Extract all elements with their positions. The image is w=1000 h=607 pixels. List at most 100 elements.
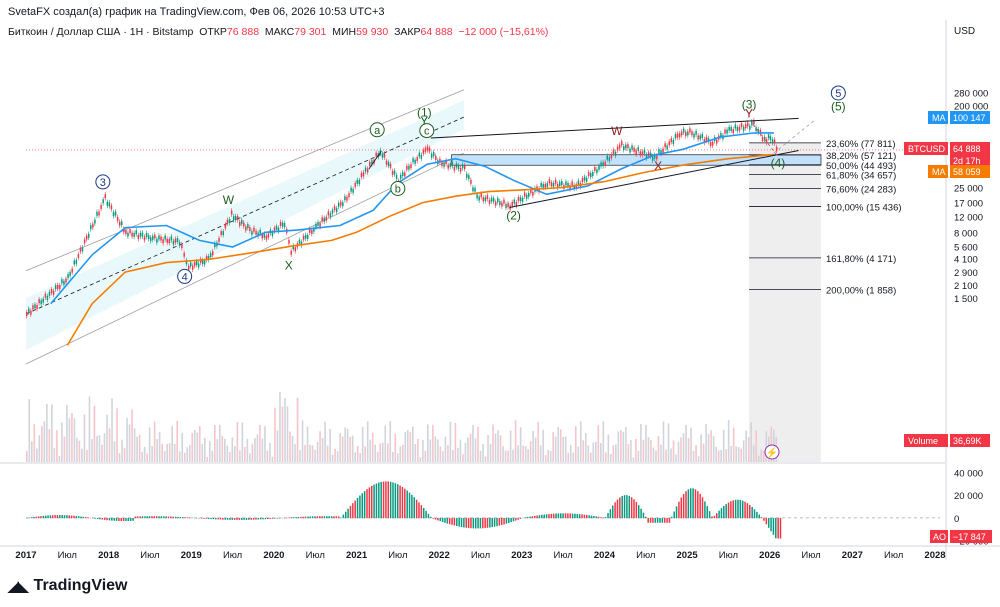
candle-body (769, 136, 772, 141)
candle-body (428, 147, 431, 152)
volume-bar (582, 440, 585, 462)
candle-body (432, 152, 435, 157)
ao-bar (314, 516, 316, 519)
volume-badge-value: 36,69K (953, 436, 982, 446)
volume-bar (86, 449, 88, 462)
volume-bar (381, 442, 384, 462)
ao-bar (430, 516, 432, 519)
channel-mid-dashed-line (25, 116, 465, 315)
ao-bar (640, 508, 642, 519)
candle-body (162, 239, 164, 244)
volume-bar (539, 445, 542, 462)
candle-body (530, 189, 532, 193)
volume-bar (652, 447, 655, 462)
candle-body (207, 256, 210, 261)
candle-body (414, 159, 416, 164)
ao-bar (40, 516, 42, 519)
volume-bar (98, 435, 101, 462)
ao-bar (491, 517, 493, 528)
ao-bar (274, 517, 276, 519)
candle-body (212, 251, 214, 256)
fib-level-label: 23,60% (77 811) (826, 139, 896, 150)
volume-bar (467, 437, 469, 462)
candle-body (224, 224, 227, 229)
candle-body (744, 124, 747, 129)
ao-bar (734, 499, 737, 519)
volume-bar (198, 426, 201, 462)
ao-bar (297, 516, 300, 519)
candle-body (63, 280, 65, 285)
x-tick-label: Июл (636, 550, 655, 561)
ao-bar (115, 517, 118, 521)
ao-bar (255, 517, 257, 520)
candle-body (515, 202, 518, 207)
volume-bar (422, 439, 424, 462)
ao-bar (548, 514, 550, 519)
ao-bar (519, 517, 522, 519)
ao-bar (321, 516, 323, 519)
ao-bar (368, 487, 371, 519)
candle-body (102, 199, 104, 204)
candle-body (616, 146, 619, 151)
candle-body (581, 178, 584, 182)
ao-bar (611, 505, 614, 519)
candle-body (170, 236, 173, 241)
tradingview-logo[interactable]: ◢◣ TradingView (8, 577, 128, 595)
candle-body (112, 212, 115, 217)
candle-body (651, 156, 654, 161)
candle-body (424, 147, 427, 152)
ao-bar (479, 517, 482, 529)
y-tick-label: 1 500 (954, 294, 978, 305)
candle-body (552, 182, 555, 187)
candle-body (408, 165, 410, 170)
volume-bar (334, 448, 336, 462)
candle-body (740, 123, 743, 128)
ao-bar (649, 517, 652, 523)
volume-bar (38, 435, 41, 462)
candle-body (548, 179, 551, 184)
ao-bar (392, 482, 394, 519)
ao-bar (33, 516, 35, 519)
ao-bar (241, 517, 243, 520)
candle-body (123, 228, 125, 233)
volume-bar (742, 440, 745, 462)
volume-bar (178, 451, 181, 462)
volume-bar (650, 439, 652, 462)
volume-bar (762, 450, 765, 462)
symbol-name: Биткоин / Доллар США · 1Н · Bitstamp (8, 26, 194, 38)
volume-bar (386, 443, 389, 462)
volume-bar (284, 398, 286, 462)
volume-bar (324, 421, 326, 462)
ao-bar (741, 500, 744, 519)
ao-bar (600, 517, 602, 519)
volume-bar (605, 452, 607, 462)
candle-body (59, 285, 61, 289)
ao-bar (510, 517, 512, 523)
candle-body (511, 201, 513, 206)
volume-bar (432, 424, 434, 462)
candle-body (100, 204, 102, 209)
currency-label[interactable]: USD (954, 26, 976, 37)
volume-bar (36, 448, 38, 462)
volume-bar (757, 455, 760, 462)
candle-body (577, 180, 580, 185)
ao-bar (694, 489, 697, 519)
volume-bar (409, 432, 412, 462)
ao-bar (467, 517, 470, 529)
candle-body (567, 182, 569, 187)
candle-body (298, 239, 301, 244)
candle-body (145, 232, 148, 237)
volume-bar (499, 435, 502, 462)
ao-bar (763, 517, 765, 521)
volume-bar (236, 421, 239, 462)
chart-canvas[interactable]: 23,60% (77 811)38,20% (57 121)50,00% (44… (0, 0, 1000, 575)
candle-body (418, 152, 421, 157)
candle-body (265, 235, 268, 240)
volume-bar (133, 428, 136, 462)
volume-bar (404, 432, 407, 462)
ao-bar (125, 517, 127, 522)
candle-body (656, 155, 658, 160)
y-tick-label: 8 000 (954, 228, 978, 239)
candle-body (680, 131, 683, 136)
volume-bar (176, 420, 178, 462)
